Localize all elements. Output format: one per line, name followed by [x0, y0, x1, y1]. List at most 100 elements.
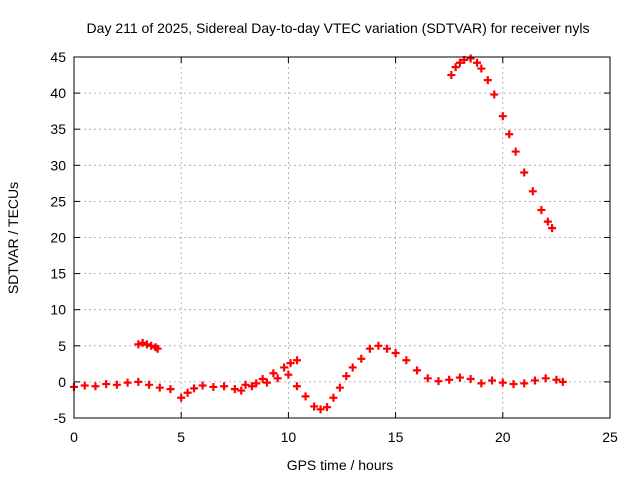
- data-point: [286, 359, 295, 368]
- data-point: [112, 380, 121, 389]
- data-point: [528, 187, 537, 196]
- series-upper-track: [237, 356, 301, 395]
- data-point: [177, 393, 186, 402]
- y-tick-label: 20: [50, 230, 66, 246]
- data-points: [70, 54, 567, 414]
- x-axis-label: GPS time / hours: [287, 457, 394, 473]
- data-point: [455, 58, 464, 67]
- data-point: [447, 71, 456, 80]
- data-point: [102, 380, 111, 389]
- data-point: [241, 380, 250, 389]
- data-point: [511, 147, 520, 156]
- data-point: [155, 383, 164, 392]
- data-point: [80, 381, 89, 390]
- y-tick-label: 15: [50, 266, 66, 282]
- data-point: [348, 363, 357, 372]
- data-point: [258, 375, 267, 384]
- data-point: [455, 373, 464, 382]
- x-tick-label: 5: [177, 429, 185, 445]
- data-point: [357, 354, 366, 363]
- data-point: [335, 383, 344, 392]
- data-point: [505, 130, 514, 139]
- data-point: [269, 369, 278, 378]
- data-point: [365, 344, 374, 353]
- data-point: [147, 341, 156, 350]
- data-point: [280, 363, 289, 372]
- data-point: [477, 64, 486, 73]
- data-point: [541, 374, 550, 383]
- data-point: [142, 340, 151, 349]
- chart-title: Day 211 of 2025, Sidereal Day-to-day VTE…: [87, 20, 590, 36]
- y-tick-label: 5: [58, 338, 66, 354]
- y-tick-label: 25: [50, 193, 66, 209]
- data-point: [273, 374, 282, 383]
- data-point: [123, 378, 132, 387]
- data-point: [413, 366, 422, 375]
- data-point: [310, 402, 319, 411]
- data-point: [316, 405, 325, 414]
- data-point: [292, 356, 301, 365]
- data-point: [209, 382, 218, 391]
- grid-lines: [74, 57, 610, 418]
- data-point: [322, 403, 331, 412]
- data-point: [91, 382, 100, 391]
- data-point: [445, 375, 454, 384]
- data-point: [483, 76, 492, 85]
- data-point: [230, 385, 239, 394]
- data-point: [466, 54, 475, 63]
- data-point: [473, 58, 482, 67]
- data-point: [301, 392, 310, 401]
- data-point: [262, 378, 271, 387]
- data-point: [145, 380, 154, 389]
- data-point: [237, 386, 246, 395]
- series-small-arc: [134, 338, 162, 353]
- y-tick-label: 35: [50, 121, 66, 137]
- data-point: [498, 378, 507, 387]
- data-point: [488, 376, 497, 385]
- data-point: [190, 384, 199, 393]
- y-axis-label: SDTVAR / TECUs: [5, 182, 21, 294]
- series-main-band: [70, 341, 567, 414]
- data-point: [520, 379, 529, 388]
- data-point: [552, 375, 561, 384]
- data-point: [391, 349, 400, 358]
- data-point: [477, 379, 486, 388]
- data-point: [498, 112, 507, 121]
- data-point: [153, 344, 162, 353]
- data-point: [292, 382, 301, 391]
- series-descending-arc: [447, 54, 557, 233]
- data-point: [247, 382, 256, 391]
- y-tick-label: 45: [50, 49, 66, 65]
- y-tick-label: 40: [50, 85, 66, 101]
- data-point: [252, 379, 261, 388]
- data-point: [520, 168, 529, 177]
- data-point: [402, 356, 411, 365]
- data-point: [134, 340, 143, 349]
- data-point: [374, 341, 383, 350]
- x-tick-label: 20: [495, 429, 511, 445]
- data-point: [423, 374, 432, 383]
- data-point: [183, 388, 192, 397]
- data-point: [342, 372, 351, 381]
- data-point: [284, 370, 293, 379]
- data-point: [548, 224, 557, 233]
- x-tick-label: 25: [602, 429, 618, 445]
- data-point: [451, 63, 460, 72]
- data-point: [558, 377, 567, 386]
- data-point: [383, 344, 392, 353]
- data-point: [530, 376, 539, 385]
- data-point: [134, 377, 143, 386]
- data-point: [509, 380, 518, 389]
- data-point: [138, 338, 147, 347]
- data-point: [198, 381, 207, 390]
- y-tick-label: 0: [58, 374, 66, 390]
- x-tick-label: 15: [388, 429, 404, 445]
- data-point: [490, 90, 499, 99]
- plot-frame: [73, 56, 611, 419]
- data-point: [329, 393, 338, 402]
- y-tick-label: -5: [54, 410, 67, 426]
- data-point: [166, 385, 175, 394]
- y-tick-label: 10: [50, 302, 66, 318]
- data-point: [434, 377, 443, 386]
